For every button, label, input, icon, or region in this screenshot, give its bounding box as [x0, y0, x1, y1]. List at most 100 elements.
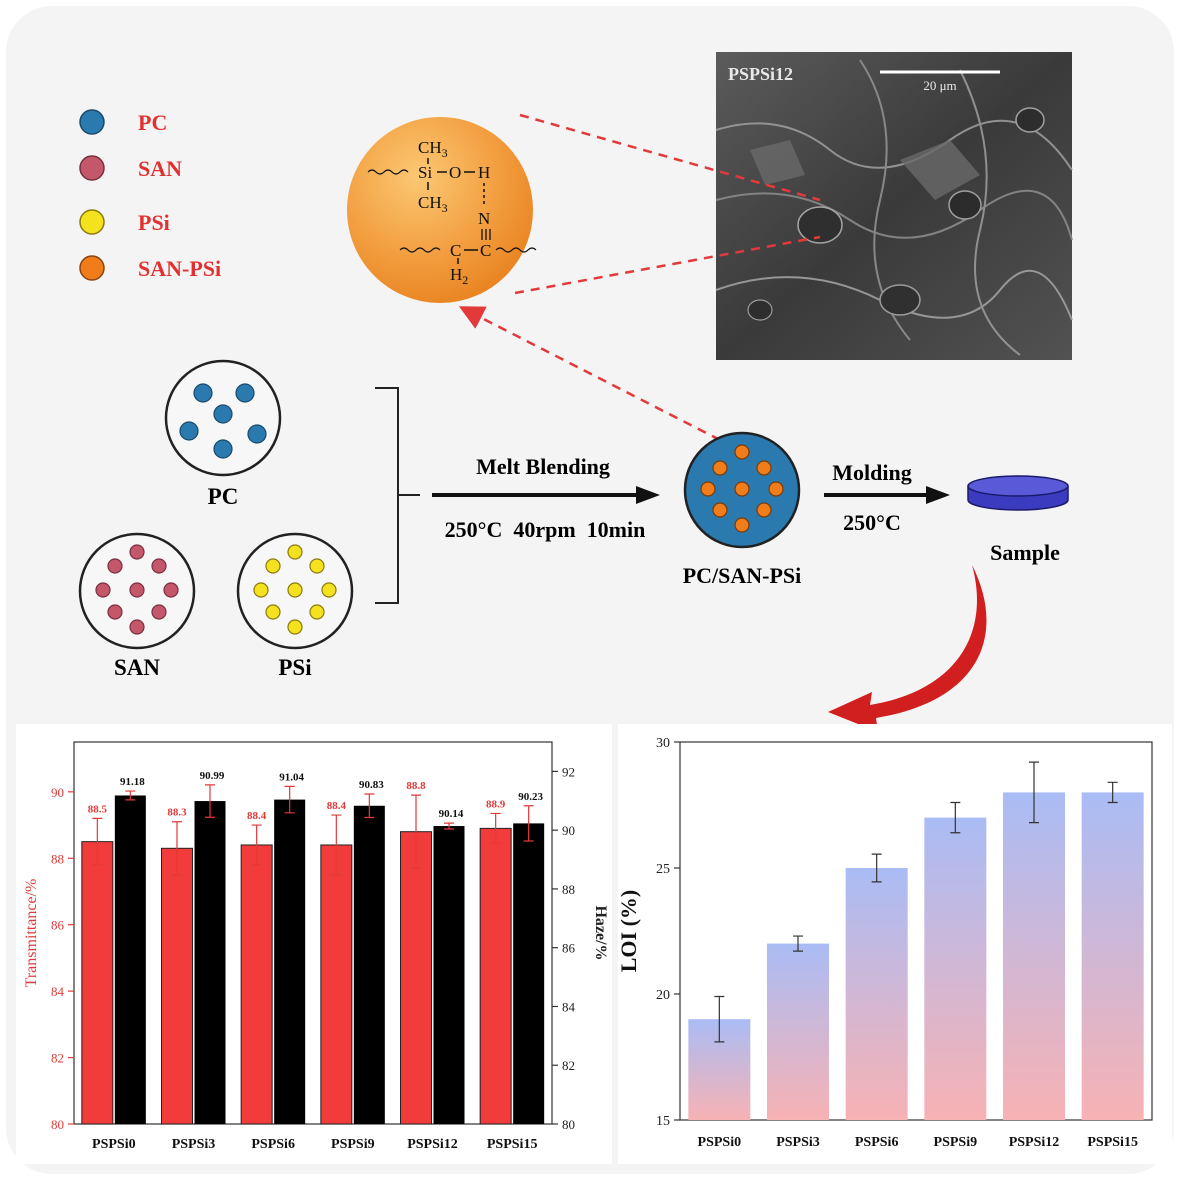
haze-error-bar: [364, 793, 375, 819]
left-tick-label: 84: [51, 984, 65, 999]
pc-dot-icon: [79, 109, 105, 135]
left-tick-label: 88: [51, 851, 64, 866]
x-tick-label: PSPSi9: [331, 1137, 375, 1152]
transmittance-data-label: 88.3: [167, 807, 187, 819]
arrow-right-icon: [636, 486, 660, 504]
interaction-sphere: CH3 Si O H CH3 N C C H2: [347, 117, 537, 303]
loi-error-bar: [871, 853, 882, 883]
haze-bar: [194, 801, 226, 1124]
plot-frame: [73, 741, 553, 1125]
molding-title: Molding: [832, 460, 911, 485]
curved-arrow-icon: [828, 565, 987, 732]
loi-bar: [767, 943, 829, 1120]
sample-disc: Sample: [967, 475, 1069, 565]
haze-data-label: 90.99: [200, 770, 225, 782]
san-caption: SAN: [114, 655, 160, 680]
loi-bar: [924, 817, 987, 1120]
y-axis-label: LOI (%): [616, 890, 641, 973]
right-tick-label: 84: [562, 999, 576, 1014]
right-tick-label: 86: [562, 941, 576, 956]
loi-chart: 15 20 25 30 LOI (%) PSPSi0 PSPSi3 PSPSi6 PSPSi9 P…: [616, 724, 1172, 1164]
legend-label-psi: PSi: [138, 210, 170, 235]
plot-frame: [679, 741, 1153, 1121]
left-tick-label: 82: [51, 1051, 64, 1066]
sem-image: PSPSi12 20 μm: [715, 52, 1073, 360]
loi-error-bar: [1029, 761, 1039, 824]
sphere-icon: [347, 117, 533, 303]
loi-bar: [845, 868, 908, 1120]
transmittance-bar: [161, 847, 193, 1125]
haze-data-label: 90.83: [359, 779, 384, 791]
mol-h: H: [478, 163, 490, 182]
mol-ch3-top: CH3: [418, 138, 448, 160]
psi-dot-icon: [79, 209, 105, 235]
loi-error-bar: [950, 801, 961, 834]
right-tick-label: 90: [562, 823, 575, 838]
left-axis-label: Transmittance/%: [23, 879, 40, 988]
mol-o: O: [449, 163, 461, 182]
pc-caption: PC: [208, 484, 239, 509]
x-tick-label: PSPSi6: [251, 1137, 295, 1152]
transmittance-haze-chart: 80 82 84 86 88 90 80 82 84 86 88 90 92 Transmittance/…: [16, 724, 612, 1164]
connector-line-top: [519, 113, 821, 202]
legend-label-san-psi: SAN-PSi: [138, 256, 221, 281]
transmittance-data-label: 88.9: [486, 798, 506, 810]
right-tick-label: 82: [562, 1058, 575, 1073]
legend-label-san: SAN: [138, 156, 182, 181]
transmittance-data-label: 88.4: [327, 800, 347, 812]
sample-caption: Sample: [990, 540, 1060, 565]
legend-item-san-psi: SAN-PSi: [79, 255, 221, 281]
y-tick-label: 15: [656, 1114, 670, 1129]
haze-error-bar: [125, 790, 136, 801]
right-tick-label: 92: [562, 764, 575, 779]
sem-scale-label: 20 μm: [923, 78, 956, 93]
haze-bar: [433, 826, 465, 1124]
x-tick-label: PSPSi15: [487, 1137, 538, 1152]
haze-error-bar: [523, 805, 534, 842]
san-particle-group: SAN: [78, 532, 196, 680]
transmittance-bar: [240, 844, 273, 1125]
loi-bar: [1081, 792, 1144, 1120]
haze-error-bar: [205, 784, 215, 818]
legend-item-psi: PSi: [79, 209, 170, 235]
transmittance-bar: [320, 844, 353, 1125]
transmittance-bar: [479, 827, 512, 1125]
loi-error-bar: [1107, 781, 1118, 804]
melt-blending-title: Melt Blending: [476, 454, 610, 479]
connector-line-bottom: [514, 235, 821, 295]
haze-bar: [353, 805, 385, 1124]
haze-data-label: 91.18: [120, 776, 145, 788]
transmittance-error-bar: [331, 814, 342, 876]
haze-error-bar: [284, 785, 295, 814]
mol-h2: H2: [450, 265, 468, 287]
transmittance-data-label: 88.5: [88, 803, 108, 815]
transmittance-data-label: 88.8: [406, 780, 426, 792]
haze-bar: [274, 799, 306, 1124]
x-tick-label: PSPSi9: [934, 1135, 978, 1150]
y-tick-label: 20: [656, 988, 670, 1003]
legend-label-pc: PC: [138, 110, 167, 135]
blend-particle-group: PC/SAN-PSi: [683, 431, 802, 588]
left-tick-label: 90: [51, 785, 64, 800]
right-tick-label: 88: [562, 882, 575, 897]
molding-params: 250°C: [843, 510, 901, 535]
x-tick-label: PSPSi0: [92, 1137, 136, 1152]
san-psi-dot-icon: [79, 255, 105, 281]
san-dot-icon: [79, 155, 105, 181]
bracket: [375, 387, 420, 604]
transmittance-error-bar: [92, 817, 103, 866]
x-tick-label: PSPSi12: [1009, 1135, 1060, 1150]
right-tick-label: 80: [562, 1117, 575, 1132]
haze-data-label: 91.04: [279, 771, 304, 783]
mol-n: N: [478, 209, 490, 228]
haze-data-label: 90.14: [439, 808, 464, 820]
loi-error-bar: [714, 995, 725, 1043]
melt-blending-step: Melt Blending 250°C 40rpm 10min: [432, 454, 660, 542]
blend-caption: PC/SAN-PSi: [683, 563, 802, 588]
right-axis-label: Haze/%: [592, 905, 609, 960]
arrow-right-icon: [926, 486, 950, 504]
y-tick-label: 30: [656, 736, 670, 751]
haze-error-bar: [444, 822, 454, 830]
